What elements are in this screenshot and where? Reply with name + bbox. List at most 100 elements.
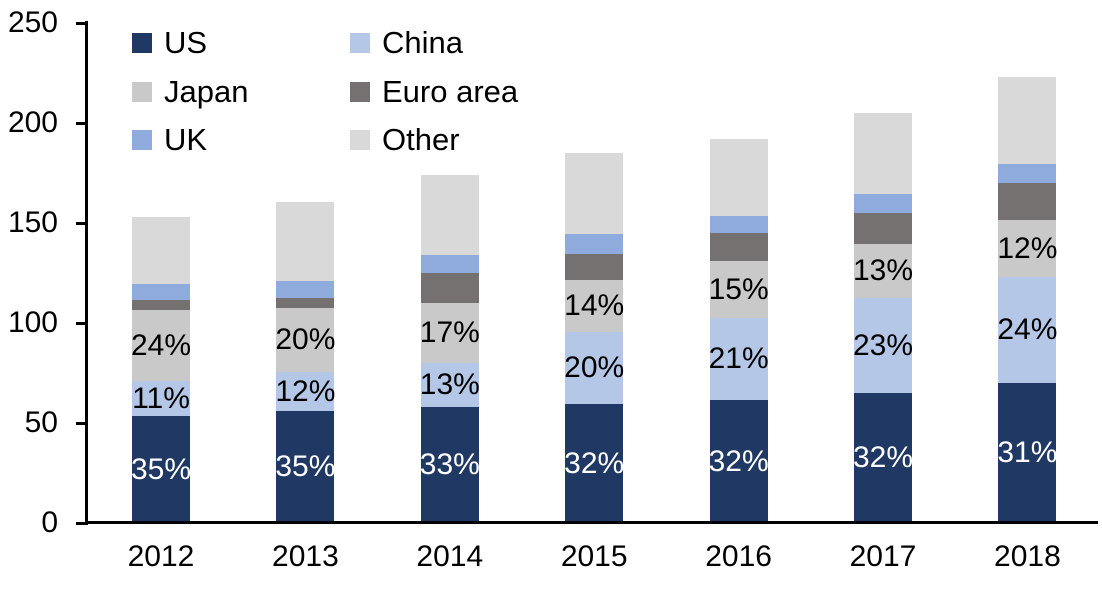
legend-swatch-us xyxy=(132,33,152,53)
y-tick-label: 200 xyxy=(7,106,58,139)
bar-segment-uk-2013 xyxy=(276,281,335,298)
bar-segment-euro-area-2012 xyxy=(132,300,190,310)
bar-segment-japan-2012: 24% xyxy=(130,310,192,381)
bar-segment-us-2013: 35% xyxy=(275,411,336,523)
y-tick xyxy=(76,521,88,525)
segment-label-us-2016: 32% xyxy=(708,444,769,478)
segment-label-japan-2014: 17% xyxy=(419,316,480,349)
bar-segment-euro-area-2013 xyxy=(276,298,335,308)
legend-item-japan: Japan xyxy=(132,73,249,109)
y-axis-line xyxy=(85,21,88,525)
bar-segment-other-2012 xyxy=(132,217,190,284)
y-tick xyxy=(76,221,88,225)
bar-segment-uk-2017 xyxy=(854,194,912,213)
bar-segment-china-2015: 20% xyxy=(564,332,625,404)
bar-segment-euro-area-2018 xyxy=(998,183,1057,220)
bar-segment-china-2018: 24% xyxy=(997,277,1058,383)
bar-segment-uk-2016 xyxy=(709,216,768,233)
segment-label-us-2015: 32% xyxy=(564,446,625,480)
bar-segment-euro-area-2017 xyxy=(854,213,912,244)
bar-segment-other-2017 xyxy=(854,113,912,194)
bar-segment-uk-2015 xyxy=(565,234,624,254)
bar-segment-us-2014: 33% xyxy=(419,407,480,523)
segment-label-china-2016: 21% xyxy=(708,342,769,375)
bar-segment-japan-2017: 13% xyxy=(852,244,914,298)
legend-item-other: Other xyxy=(350,123,460,157)
legend-swatch-uk xyxy=(132,130,152,150)
legend-label-us: US xyxy=(164,25,208,60)
bar-segment-euro-area-2015 xyxy=(565,254,624,280)
bar-segment-japan-2018: 12% xyxy=(997,220,1058,277)
legend-item-us: US xyxy=(132,26,207,60)
segment-label-us-2018: 31% xyxy=(997,436,1058,469)
segment-label-us-2012: 35% xyxy=(130,452,192,486)
legend-swatch-china xyxy=(350,33,370,53)
segment-label-japan-2013: 20% xyxy=(275,323,336,356)
y-tick-label: 0 xyxy=(41,506,58,539)
segment-label-japan-2015: 14% xyxy=(564,289,625,322)
bar-segment-japan-2016: 15% xyxy=(708,261,769,318)
segment-label-china-2017: 23% xyxy=(852,328,914,362)
bar-segment-china-2017: 23% xyxy=(852,298,914,393)
legend-item-euro-area: Euro area xyxy=(350,73,519,109)
x-axis-label-2018: 2018 xyxy=(994,540,1061,573)
segment-label-us-2013: 35% xyxy=(275,450,336,483)
segment-label-us-2017: 32% xyxy=(852,441,914,474)
bar-segment-china-2016: 21% xyxy=(708,318,769,400)
x-axis-line xyxy=(85,521,1098,524)
segment-label-china-2013: 12% xyxy=(275,374,336,408)
x-axis-label-2016: 2016 xyxy=(705,540,772,573)
legend-item-china: China xyxy=(350,26,463,60)
bar-segment-euro-area-2016 xyxy=(709,233,768,261)
bar-segment-uk-2012 xyxy=(132,284,190,300)
x-axis-label-2015: 2015 xyxy=(560,540,628,573)
legend-label-japan: Japan xyxy=(164,73,249,109)
segment-label-japan-2016: 15% xyxy=(708,272,769,306)
bar-segment-other-2014 xyxy=(420,175,479,255)
bar-segment-japan-2015: 14% xyxy=(564,280,625,332)
y-tick-label: 150 xyxy=(7,206,58,239)
x-axis-label-2017: 2017 xyxy=(849,540,917,573)
bar-segment-us-2012: 35% xyxy=(130,416,192,523)
legend-swatch-euro-area xyxy=(350,81,370,102)
legend-label-uk: UK xyxy=(164,122,208,157)
bar-segment-japan-2014: 17% xyxy=(419,303,480,363)
bar-segment-us-2017: 32% xyxy=(852,393,914,523)
segment-label-japan-2012: 24% xyxy=(130,328,192,362)
y-tick-label: 50 xyxy=(24,406,58,439)
bar-segment-china-2014: 13% xyxy=(419,363,480,407)
bar-segment-china-2012: 11% xyxy=(132,381,190,416)
bar-segment-other-2013 xyxy=(276,202,335,281)
bar-segment-japan-2013: 20% xyxy=(275,308,336,372)
x-axis-label-2013: 2013 xyxy=(272,540,339,573)
segment-label-china-2014: 13% xyxy=(419,368,480,401)
bar-segment-china-2013: 12% xyxy=(275,372,336,411)
segment-label-china-2012: 11% xyxy=(132,381,190,415)
y-tick xyxy=(76,21,88,25)
segment-label-japan-2018: 12% xyxy=(997,231,1058,265)
bar-segment-uk-2018 xyxy=(998,164,1057,183)
y-tick xyxy=(76,321,88,325)
segment-label-china-2018: 24% xyxy=(997,313,1058,346)
segment-label-japan-2017: 13% xyxy=(852,254,914,287)
segment-label-us-2014: 33% xyxy=(419,448,480,481)
legend-item-uk: UK xyxy=(132,123,207,157)
y-tick-label: 100 xyxy=(7,306,58,339)
bar-segment-other-2016 xyxy=(709,139,768,216)
legend-label-euro-area: Euro area xyxy=(382,73,519,109)
bar-segment-us-2016: 32% xyxy=(708,400,769,523)
bar-segment-euro-area-2014 xyxy=(420,273,479,303)
bar-segment-us-2018: 31% xyxy=(997,383,1058,523)
y-tick xyxy=(76,421,88,425)
legend-swatch-other xyxy=(350,130,370,150)
y-tick-label: 250 xyxy=(7,6,58,39)
x-axis-label-2014: 2014 xyxy=(416,540,484,573)
bar-segment-us-2015: 32% xyxy=(564,404,625,523)
legend-label-china: China xyxy=(382,25,463,60)
segment-label-china-2015: 20% xyxy=(564,351,625,384)
legend-swatch-japan xyxy=(132,81,152,102)
bar-segment-other-2015 xyxy=(565,153,624,234)
bar-segment-uk-2014 xyxy=(420,255,479,273)
y-tick xyxy=(76,121,88,125)
